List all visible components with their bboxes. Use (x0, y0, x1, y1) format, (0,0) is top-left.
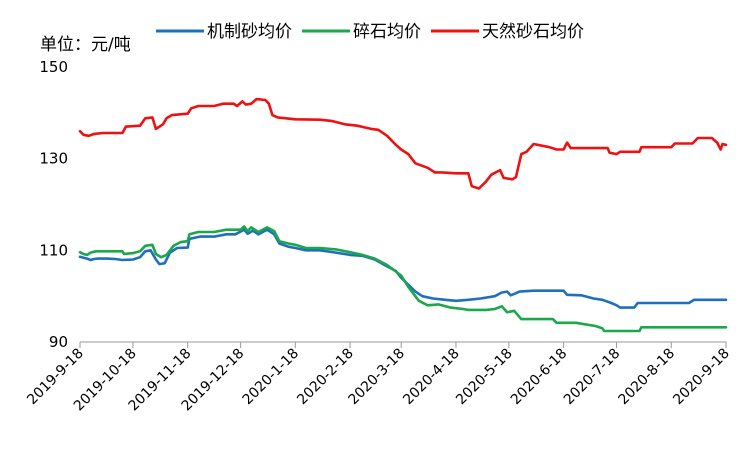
y-tick-label: 150 (39, 58, 68, 76)
legend-label-natural-sand: 天然砂石均价 (482, 22, 584, 42)
x-axis-ticks: 2019-9-182019-10-182019-11-182019-12-182… (24, 342, 733, 414)
y-axis-ticks: 90 110 130 150 (39, 58, 68, 351)
legend: 机制砂均价 碎石均价 天然砂石均价 (156, 22, 584, 42)
y-tick-label: 90 (49, 333, 68, 351)
legend-item-crushed-stone: 碎石均价 (302, 22, 421, 42)
series-layer (78, 97, 728, 333)
x-tick-label: 2020-1-18 (240, 346, 303, 409)
legend-item-mechanism-sand: 机制砂均价 (156, 22, 292, 42)
x-tick-label: 2020-6-18 (508, 346, 571, 409)
x-tick-label: 2020-9-18 (670, 346, 733, 409)
y-tick-label: 130 (39, 150, 68, 168)
unit-label: 单位：元/吨 (40, 35, 131, 55)
legend-item-natural-sand: 天然砂石均价 (431, 22, 584, 42)
y-tick-label: 110 (39, 241, 68, 259)
x-tick-label: 2020-4-18 (400, 346, 463, 409)
x-tick-label: 2020-7-18 (561, 346, 624, 409)
legend-label-mechanism-sand: 机制砂均价 (207, 22, 292, 42)
series-line-natural-sand (78, 97, 728, 190)
x-tick-label: 2020-8-18 (616, 346, 679, 409)
series-line-mechanism-sand (78, 228, 728, 309)
x-tick-label: 2020-5-18 (453, 346, 516, 409)
legend-label-crushed-stone: 碎石均价 (353, 22, 421, 42)
series-line-crushed-stone (78, 225, 728, 333)
